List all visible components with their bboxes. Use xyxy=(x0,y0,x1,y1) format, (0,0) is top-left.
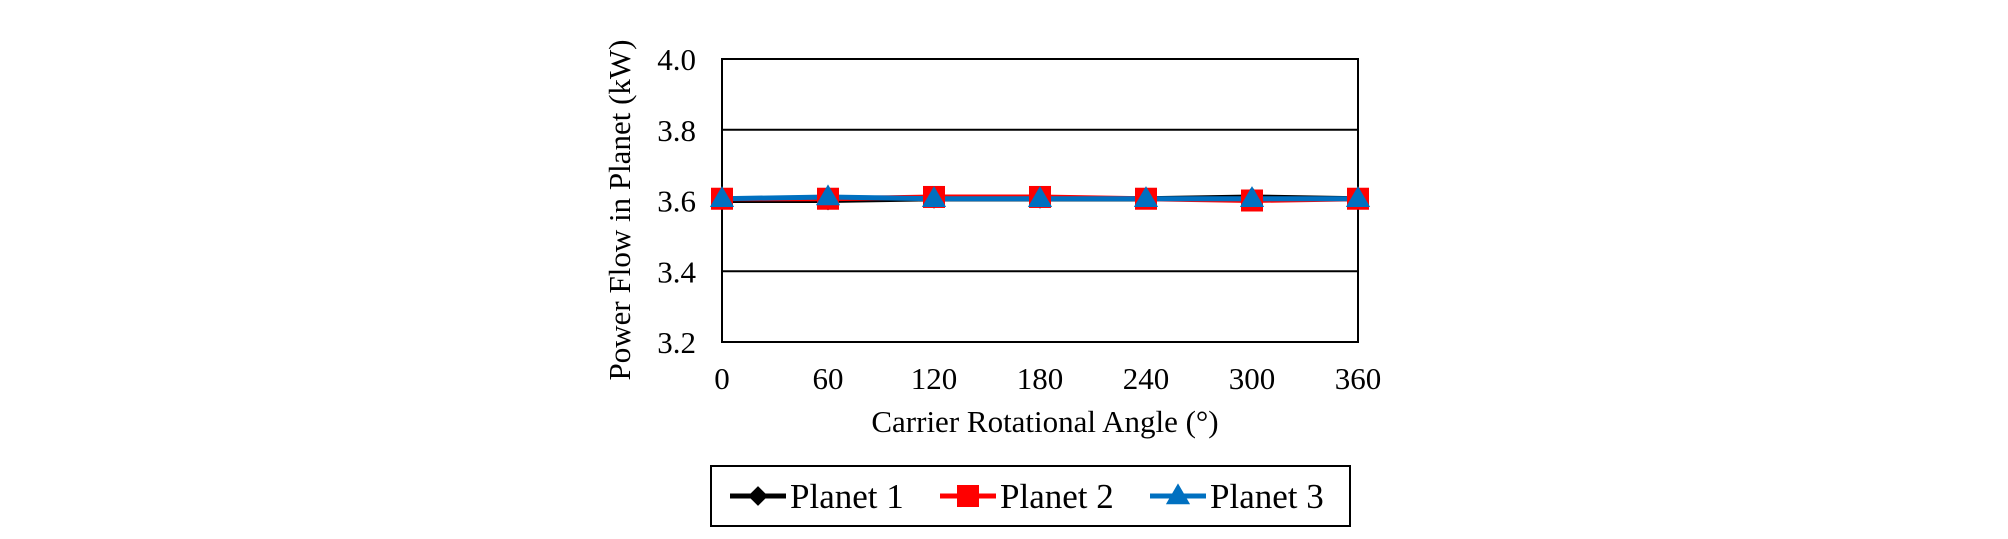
legend-label-planet-3: Planet 3 xyxy=(1210,477,1324,516)
y-tick-label: 4.0 xyxy=(657,42,696,77)
y-axis-tick-labels: 3.2 3.4 3.6 3.8 4.0 xyxy=(657,42,696,360)
y-tick-label: 3.8 xyxy=(657,113,696,148)
x-tick-label: 60 xyxy=(813,361,844,396)
data-point-planet-3 xyxy=(1133,186,1159,207)
data-point-planet-3 xyxy=(921,186,947,207)
x-tick-label: 120 xyxy=(911,361,958,396)
legend-label-planet-1: Planet 1 xyxy=(790,477,904,516)
y-axis-title: Power Flow in Planet (kW) xyxy=(602,40,637,381)
x-axis-tick-labels: 0 60 120 180 240 300 360 xyxy=(714,361,1381,396)
legend: Planet 1 Planet 2 Planet 3 xyxy=(710,465,1351,527)
data-point-planet-3 xyxy=(1027,186,1053,207)
data-point-planet-3 xyxy=(815,184,841,206)
x-tick-label: 180 xyxy=(1017,361,1064,396)
y-tick-label: 3.4 xyxy=(657,254,696,289)
data-point-planet-3 xyxy=(1239,186,1265,207)
x-tick-label: 360 xyxy=(1335,361,1382,396)
legend-marker-planet-3 xyxy=(1165,483,1191,505)
data-point-planet-3 xyxy=(709,186,735,207)
legend-items: Planet 1 Planet 2 Planet 3 xyxy=(730,477,1324,516)
data-point-planet-3 xyxy=(1345,186,1371,207)
x-axis-title: Carrier Rotational Angle (°) xyxy=(871,404,1218,439)
x-tick-label: 0 xyxy=(714,361,730,396)
series-markers xyxy=(709,184,1371,212)
y-tick-label: 3.6 xyxy=(657,184,696,219)
legend-box xyxy=(710,465,1351,527)
x-tick-label: 240 xyxy=(1123,361,1170,396)
legend-label-planet-2: Planet 2 xyxy=(1000,477,1114,516)
legend-marker-planet-2 xyxy=(957,485,979,507)
y-tick-label: 3.2 xyxy=(657,325,696,360)
x-tick-label: 300 xyxy=(1229,361,1276,396)
legend-marker-planet-1 xyxy=(748,486,768,506)
